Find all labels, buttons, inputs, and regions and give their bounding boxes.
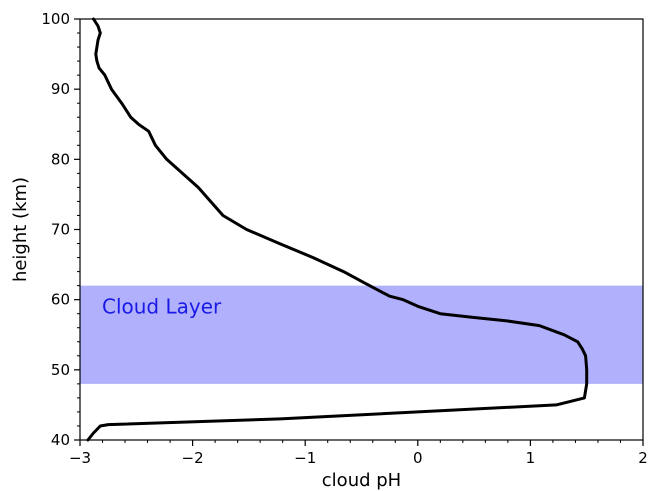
x-tick-label: 1 [526,449,536,467]
x-axis-label: cloud pH [322,470,401,491]
x-tick-label: −1 [294,449,316,467]
y-axis-label: height (km) [10,177,31,282]
y-tick-label: 70 [51,221,70,239]
x-tick-label: 2 [638,449,648,467]
x-tick-label: −2 [182,449,204,467]
line-layer [86,17,589,442]
y-axis: 40 50 60 70 80 90 100 [41,10,80,449]
cloud-layer-band [80,285,643,384]
band-layer: Cloud Layer [80,285,643,384]
y-tick-label: 90 [51,80,70,98]
y-tick-label: 60 [51,291,70,309]
x-tick-label: 0 [413,449,423,467]
x-tick-label: −3 [69,449,91,467]
x-axis: −3 −2 −1 0 1 2 [69,440,648,467]
ph-profile-line [86,17,589,442]
y-tick-label: 100 [41,10,70,28]
cloud-layer-label: Cloud Layer [102,295,222,319]
y-tick-label: 80 [51,150,70,168]
y-tick-label: 50 [51,361,70,379]
y-tick-label: 40 [51,431,70,449]
